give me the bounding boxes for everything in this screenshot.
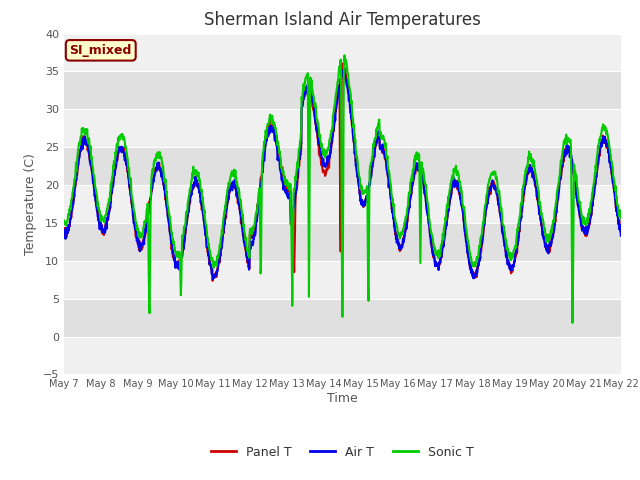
Bar: [64, 72, 621, 109]
Bar: [64, 147, 621, 185]
Y-axis label: Temperature (C): Temperature (C): [24, 153, 37, 255]
Title: Sherman Island Air Temperatures: Sherman Island Air Temperatures: [204, 11, 481, 29]
X-axis label: Time: Time: [327, 392, 358, 405]
Bar: [64, 34, 621, 72]
Bar: [64, 336, 621, 374]
Bar: [64, 223, 621, 261]
Legend: Panel T, Air T, Sonic T: Panel T, Air T, Sonic T: [206, 441, 479, 464]
Bar: [64, 261, 621, 299]
Bar: [64, 185, 621, 223]
Text: SI_mixed: SI_mixed: [70, 44, 132, 57]
Bar: [64, 109, 621, 147]
Bar: [64, 299, 621, 336]
